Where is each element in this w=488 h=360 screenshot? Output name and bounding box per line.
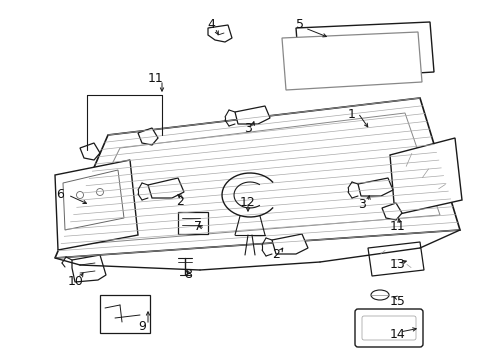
Text: 10: 10 <box>68 275 84 288</box>
Text: 3: 3 <box>244 122 251 135</box>
Text: 1: 1 <box>347 108 355 121</box>
Polygon shape <box>282 32 421 90</box>
Text: 3: 3 <box>357 198 365 211</box>
FancyBboxPatch shape <box>100 295 150 333</box>
Polygon shape <box>357 178 392 196</box>
Text: 2: 2 <box>271 248 279 261</box>
Text: 5: 5 <box>295 18 304 31</box>
Polygon shape <box>72 255 106 282</box>
Text: 4: 4 <box>206 18 214 31</box>
Polygon shape <box>207 25 231 42</box>
Polygon shape <box>138 128 158 145</box>
Polygon shape <box>148 178 183 198</box>
Polygon shape <box>55 160 138 250</box>
Polygon shape <box>271 234 307 254</box>
FancyBboxPatch shape <box>354 309 422 347</box>
Polygon shape <box>381 203 401 220</box>
Text: 13: 13 <box>389 258 405 271</box>
Polygon shape <box>367 242 423 276</box>
Text: 2: 2 <box>176 195 183 208</box>
FancyBboxPatch shape <box>361 316 415 340</box>
FancyBboxPatch shape <box>178 212 207 234</box>
Text: 8: 8 <box>183 268 192 281</box>
Text: 11: 11 <box>389 220 405 233</box>
Text: 11: 11 <box>148 72 163 85</box>
Text: 15: 15 <box>389 295 405 308</box>
Polygon shape <box>389 138 461 215</box>
Polygon shape <box>63 170 124 230</box>
Text: 6: 6 <box>56 188 64 201</box>
Polygon shape <box>80 143 100 160</box>
Polygon shape <box>55 98 459 258</box>
Text: 7: 7 <box>194 220 202 233</box>
Text: 9: 9 <box>138 320 145 333</box>
Polygon shape <box>235 106 269 124</box>
Text: 14: 14 <box>389 328 405 341</box>
Polygon shape <box>295 22 433 80</box>
Text: 12: 12 <box>240 196 255 209</box>
